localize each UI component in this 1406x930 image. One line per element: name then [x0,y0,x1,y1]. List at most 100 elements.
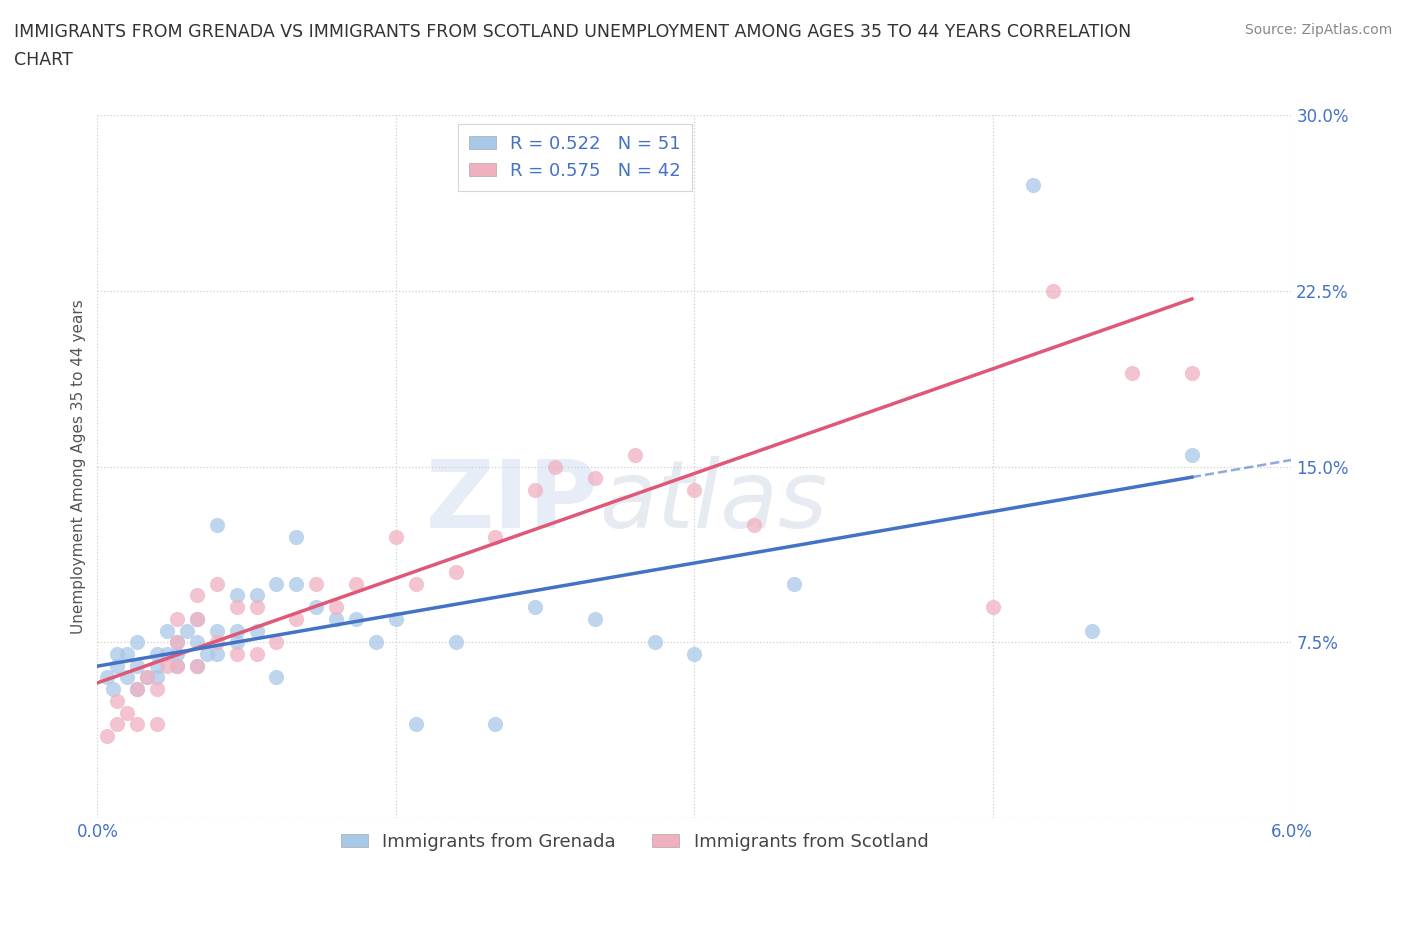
Point [225,635,247,650]
Point [225,623,247,638]
Point [644,635,666,650]
Point [1021,178,1043,193]
Point [285,577,308,591]
Point [186,588,208,603]
Point [166,635,188,650]
Point [115,705,138,720]
Point [146,670,169,684]
Point [166,658,188,673]
Point [583,611,606,626]
Point [127,635,149,650]
Point [115,646,138,661]
Point [166,658,188,673]
Point [205,518,228,533]
Point [105,694,128,709]
Point [146,658,169,673]
Point [405,717,427,732]
Point [146,717,169,732]
Point [186,611,208,626]
Point [683,483,706,498]
Point [305,577,328,591]
Point [981,600,1004,615]
Point [127,682,149,697]
Point [364,635,387,650]
Text: atlas: atlas [599,457,827,547]
Point [146,646,169,661]
Point [245,623,267,638]
Point [225,600,247,615]
Point [266,635,288,650]
Point [325,611,347,626]
Point [1042,284,1064,299]
Point [385,529,408,544]
Point [205,577,228,591]
Point [583,471,606,485]
Point [186,611,208,626]
Legend: Immigrants from Grenada, Immigrants from Scotland: Immigrants from Grenada, Immigrants from… [333,826,935,858]
Point [245,646,267,661]
Point [186,635,208,650]
Point [285,611,308,626]
Point [723,37,745,52]
Point [225,588,247,603]
Point [325,600,347,615]
Point [127,682,149,697]
Point [344,577,367,591]
Point [205,635,228,650]
Point [186,658,208,673]
Point [385,611,408,626]
Point [444,565,467,579]
Point [344,611,367,626]
Point [96,728,118,743]
Point [444,635,467,650]
Point [1121,365,1143,380]
Point [115,670,138,684]
Point [1081,623,1104,638]
Point [156,646,179,661]
Point [96,670,118,684]
Point [186,658,208,673]
Point [484,717,506,732]
Point [103,682,125,697]
Point [683,646,706,661]
Point [176,623,198,638]
Point [245,588,267,603]
Point [544,459,567,474]
Point [1181,447,1204,462]
Text: Source: ZipAtlas.com: Source: ZipAtlas.com [1244,23,1392,37]
Point [205,623,228,638]
Point [1181,365,1204,380]
Point [156,658,179,673]
Point [136,670,159,684]
Point [127,658,149,673]
Point [105,646,128,661]
Point [105,658,128,673]
Point [225,646,247,661]
Point [127,717,149,732]
Point [305,600,328,615]
Point [524,600,547,615]
Point [166,646,188,661]
Point [266,670,288,684]
Point [156,623,179,638]
Point [742,518,765,533]
Text: IMMIGRANTS FROM GRENADA VS IMMIGRANTS FROM SCOTLAND UNEMPLOYMENT AMONG AGES 35 T: IMMIGRANTS FROM GRENADA VS IMMIGRANTS FR… [14,23,1132,41]
Point [484,529,506,544]
Text: CHART: CHART [14,51,73,69]
Point [245,600,267,615]
Point [266,577,288,591]
Y-axis label: Unemployment Among Ages 35 to 44 years: Unemployment Among Ages 35 to 44 years [72,299,86,634]
Point [405,577,427,591]
Point [205,646,228,661]
Text: ZIP: ZIP [426,456,599,548]
Point [783,577,806,591]
Point [166,635,188,650]
Point [285,529,308,544]
Point [105,717,128,732]
Point [524,483,547,498]
Point [146,682,169,697]
Point [195,646,218,661]
Point [623,447,645,462]
Point [166,611,188,626]
Point [136,670,159,684]
